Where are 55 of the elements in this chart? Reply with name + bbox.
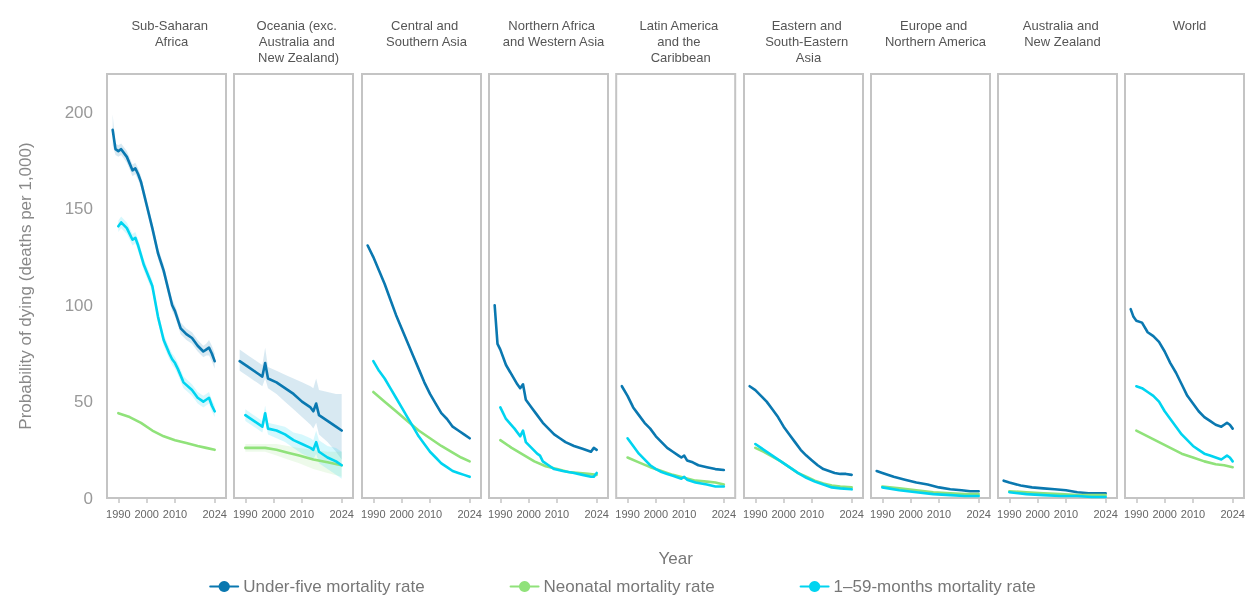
- x-tick-label: 2010: [799, 507, 824, 520]
- x-tick-label: 2010: [1053, 507, 1079, 520]
- x-tick-label: 1990: [869, 507, 895, 520]
- x-tick-label: 2000: [1152, 507, 1178, 520]
- y-tick-label: 150: [64, 199, 93, 219]
- x-tick-label: 2000: [134, 507, 159, 520]
- x-tick-label: 1990: [997, 507, 1022, 520]
- x-tick-label: 2000: [770, 507, 796, 520]
- x-tick-label: 2000: [261, 507, 287, 520]
- y-tick-label: 50: [74, 392, 93, 412]
- x-tick-label: 2024: [584, 507, 609, 520]
- x-tick-label: 2024: [838, 507, 864, 520]
- x-tick-label: 2000: [1025, 507, 1050, 520]
- x-tick-label: 1990: [615, 507, 640, 520]
- x-tick-label: 1990: [233, 507, 258, 520]
- x-tick-label: 2024: [202, 507, 227, 520]
- x-tick-label: 2010: [162, 507, 188, 520]
- x-tick-label: 2024: [966, 507, 991, 520]
- x-tick-label: 2000: [643, 507, 669, 520]
- legend-label: Under-five mortality rate: [243, 577, 425, 596]
- legend-label: Neonatal mortality rate: [543, 577, 715, 596]
- x-tick-label: 2024: [457, 507, 482, 520]
- y-axis-title: Probability of dying (deaths per 1,000): [16, 142, 35, 430]
- x-tick-label: 2010: [926, 507, 952, 520]
- chart-title: Central and Southern Asia: [385, 17, 468, 49]
- y-tick-label: 100: [64, 295, 93, 315]
- chart-title: Northern Africa and Western Asia: [502, 17, 605, 49]
- chart-title: Australia and New Zealand: [1022, 17, 1103, 49]
- x-tick-label: 2010: [671, 507, 697, 520]
- x-tick-label: 2010: [1181, 507, 1206, 520]
- x-tick-label: 2000: [389, 507, 414, 520]
- chart-title: Oceania (exc. Australia and New Zealand): [256, 17, 341, 65]
- chart-title: Sub-Saharan Africa: [131, 17, 212, 49]
- chart-title: Eastern and South-Eastern Asia: [764, 17, 852, 65]
- x-tick-label: 1990: [360, 507, 386, 520]
- x-tick-label: 1990: [106, 507, 131, 520]
- x-tick-label: 2000: [898, 507, 923, 520]
- chart-title: World: [1173, 17, 1207, 33]
- x-tick-label: 1990: [1124, 507, 1149, 520]
- x-tick-label: 1990: [487, 507, 513, 520]
- x-tick-label: 2024: [711, 507, 737, 520]
- x-tick-label: 2010: [417, 507, 442, 520]
- x-tick-label: 2000: [516, 507, 541, 520]
- chart-title: Europe and Northern America: [884, 17, 987, 49]
- x-tick-label: 2024: [329, 507, 355, 520]
- x-tick-label: 2024: [1093, 507, 1118, 520]
- chart-title: Latin America and the Caribbean: [639, 17, 722, 65]
- x-tick-label: 2010: [290, 507, 315, 520]
- y-tick-label: 200: [64, 103, 93, 123]
- y-tick-label: 0: [83, 488, 93, 508]
- x-tick-label: 2010: [544, 507, 570, 520]
- x-axis-title: Year: [658, 549, 694, 568]
- x-tick-label: 1990: [742, 507, 768, 520]
- legend-label: 1–59-months mortality rate: [833, 577, 1036, 596]
- x-tick-label: 2024: [1220, 507, 1245, 520]
